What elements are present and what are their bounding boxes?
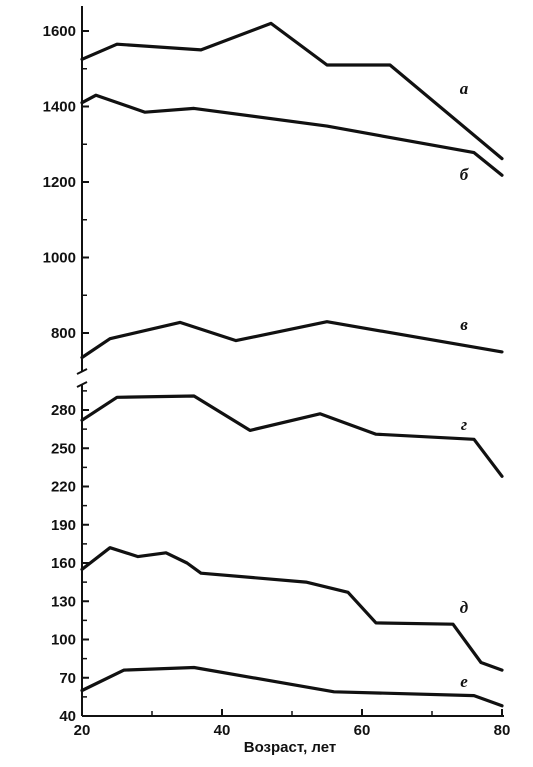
- y-tick-label: 280: [51, 402, 76, 419]
- x-tick-label: 40: [214, 722, 231, 739]
- series-label: е: [460, 672, 468, 691]
- y-tick-label: 190: [51, 517, 76, 534]
- y-tick-label: 70: [59, 670, 76, 687]
- y-tick-label: 130: [51, 593, 76, 610]
- series-group: [80, 21, 504, 708]
- labels: а б в г д е: [460, 79, 470, 691]
- y-tick-label: 40: [59, 708, 76, 725]
- y-tick-label: 1200: [43, 174, 76, 191]
- series-label: г: [461, 415, 467, 434]
- x-axis-title: Возраст, лет: [244, 739, 336, 756]
- series-label: а: [460, 79, 469, 98]
- series-label: д: [460, 598, 469, 617]
- y-tick-label: 160: [51, 555, 76, 572]
- series-label: б: [460, 165, 470, 184]
- y-tick-label: 1000: [43, 250, 76, 267]
- y-tick-label: 1400: [43, 99, 76, 116]
- x-tick-label: 60: [354, 722, 371, 739]
- axis-break-mark: [76, 381, 88, 388]
- series-line: [80, 93, 504, 177]
- y-tick-label: 250: [51, 440, 76, 457]
- series-line: [80, 546, 504, 672]
- axis-break-mark: [76, 368, 88, 375]
- series-line: [80, 665, 504, 708]
- x-tick-label: 20: [74, 722, 91, 739]
- x-tick-label: 80: [494, 722, 511, 739]
- series-label: в: [460, 315, 468, 334]
- series-line: [80, 21, 504, 161]
- y-tick-label: 800: [51, 325, 76, 342]
- y-tick-label: 220: [51, 479, 76, 496]
- series-line: [80, 394, 504, 478]
- y-tick-label: 100: [51, 632, 76, 649]
- y-tick-label: 1600: [43, 23, 76, 40]
- axes: 800 1000 1200 1400 1600 40 70 100 130 160 190 220 25…: [43, 6, 511, 739]
- series-line: [80, 320, 504, 360]
